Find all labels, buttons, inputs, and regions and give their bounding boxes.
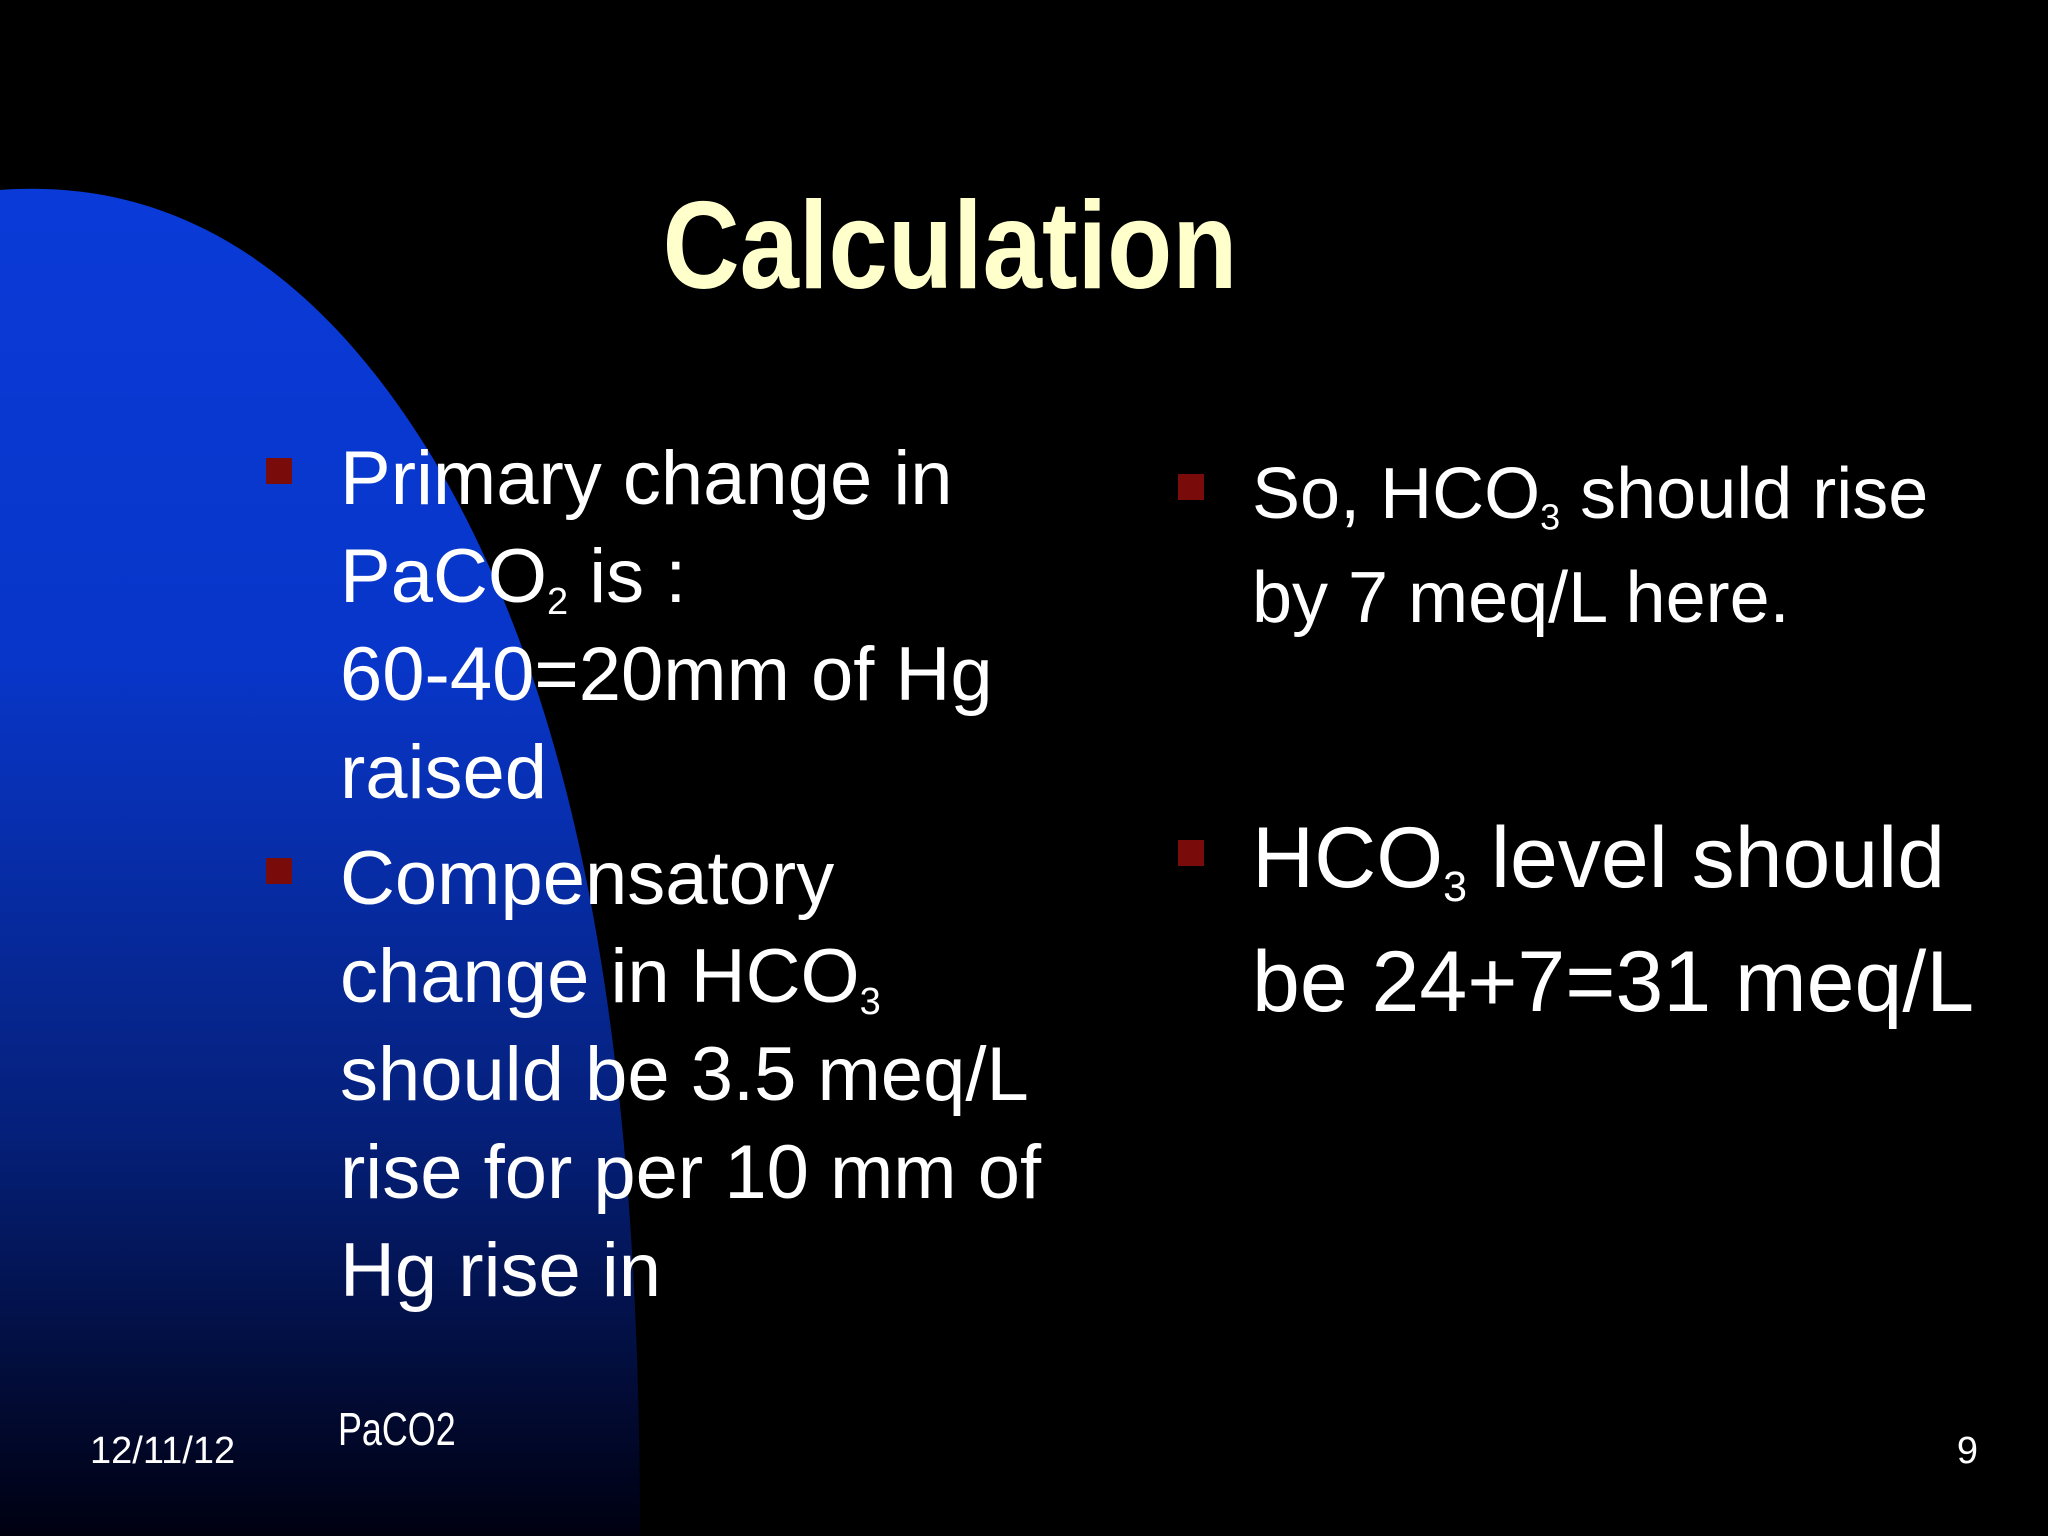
slide-title: Calculation xyxy=(662,177,1238,315)
bullet-text: Compensatory change in HCO3 should be 3.5… xyxy=(340,836,1042,1313)
square-bullet-icon xyxy=(266,858,292,884)
right-bullet-list: So, HCO3 should rise by 7 meq/L here. HC… xyxy=(1172,442,1992,1044)
footer-center-text: PaCO2 xyxy=(338,1403,456,1455)
subscript: 3 xyxy=(859,981,881,1024)
bullet-text: Primary change in PaCO2 is :60-40=20mm o… xyxy=(340,436,993,815)
square-bullet-icon xyxy=(1178,474,1204,500)
subscript: 3 xyxy=(1540,496,1561,538)
left-bullet-list: Primary change in PaCO2 is :60-40=20mm o… xyxy=(260,430,1060,1320)
bullet-hco3-rise: So, HCO3 should rise by 7 meq/L here. xyxy=(1172,442,1992,650)
page-number: 9 xyxy=(1956,1430,1978,1472)
subscript: 3 xyxy=(1443,862,1468,911)
subscript: 2 xyxy=(546,581,569,624)
bullet-primary-change: Primary change in PaCO2 is :60-40=20mm o… xyxy=(260,430,1060,822)
bullet-hco3-level: HCO3 level should be 24+7=31 meq/L xyxy=(1172,796,1992,1044)
bullet-compensatory-change: Compensatory change in HCO3 should be 3.5… xyxy=(260,830,1060,1320)
bullet-text: So, HCO3 should rise by 7 meq/L here. xyxy=(1252,454,1929,638)
square-bullet-icon xyxy=(1178,840,1204,866)
square-bullet-icon xyxy=(266,458,292,484)
bullet-text: HCO3 level should be 24+7=31 meq/L xyxy=(1252,810,1975,1030)
footer-date: 12/11/12 xyxy=(90,1430,236,1472)
